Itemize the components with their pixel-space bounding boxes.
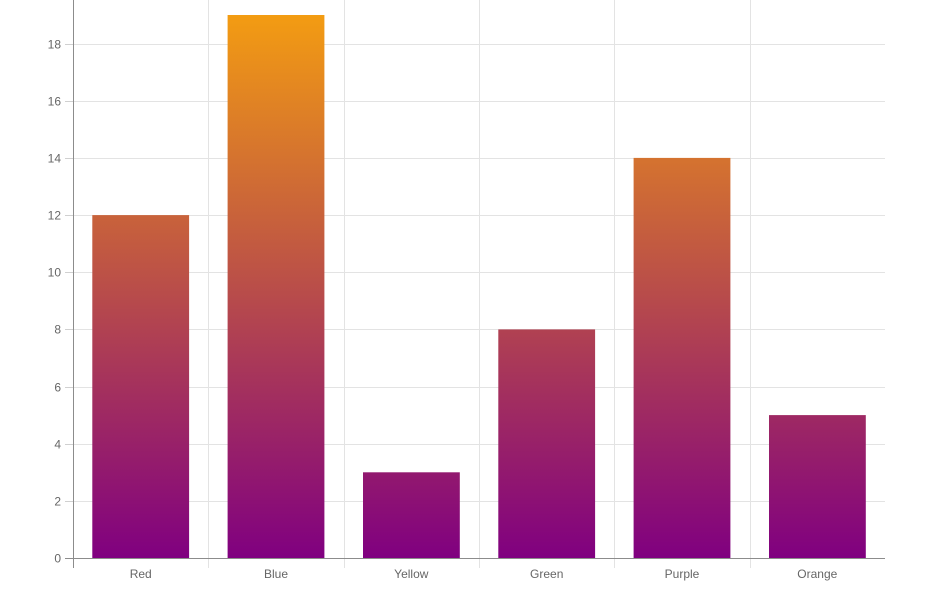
y-tick-label: 4 (54, 438, 61, 452)
y-tick-label: 18 (48, 38, 62, 52)
tick-labels: 0 2 4 6 8 10 12 14 16 18 Red Blue Yellow Green Purple O… (48, 38, 838, 582)
bar-blue (227, 15, 325, 558)
y-tick-label: 2 (54, 495, 61, 509)
x-tick-label: Red (130, 567, 152, 581)
y-tick-label: 0 (54, 552, 61, 566)
bar-red (92, 215, 190, 558)
x-tick-label: Blue (264, 567, 288, 581)
y-tick-label: 8 (54, 323, 61, 337)
x-tick-label: Yellow (394, 567, 429, 581)
bar-purple (633, 157, 731, 558)
gridlines (73, 0, 885, 568)
bar-orange (769, 415, 866, 558)
y-tick-label: 12 (48, 209, 62, 223)
x-tick-label: Green (530, 567, 563, 581)
y-tick-label: 14 (48, 152, 62, 166)
y-tick-label: 6 (54, 381, 61, 395)
bars (92, 15, 866, 558)
axes (65, 0, 885, 568)
bar-yellow (363, 472, 460, 558)
y-tick-label: 10 (48, 266, 62, 280)
y-tick-label: 16 (48, 95, 62, 109)
x-tick-label: Purple (665, 567, 700, 581)
x-tick-label: Orange (797, 567, 837, 581)
bar-green (498, 329, 596, 558)
